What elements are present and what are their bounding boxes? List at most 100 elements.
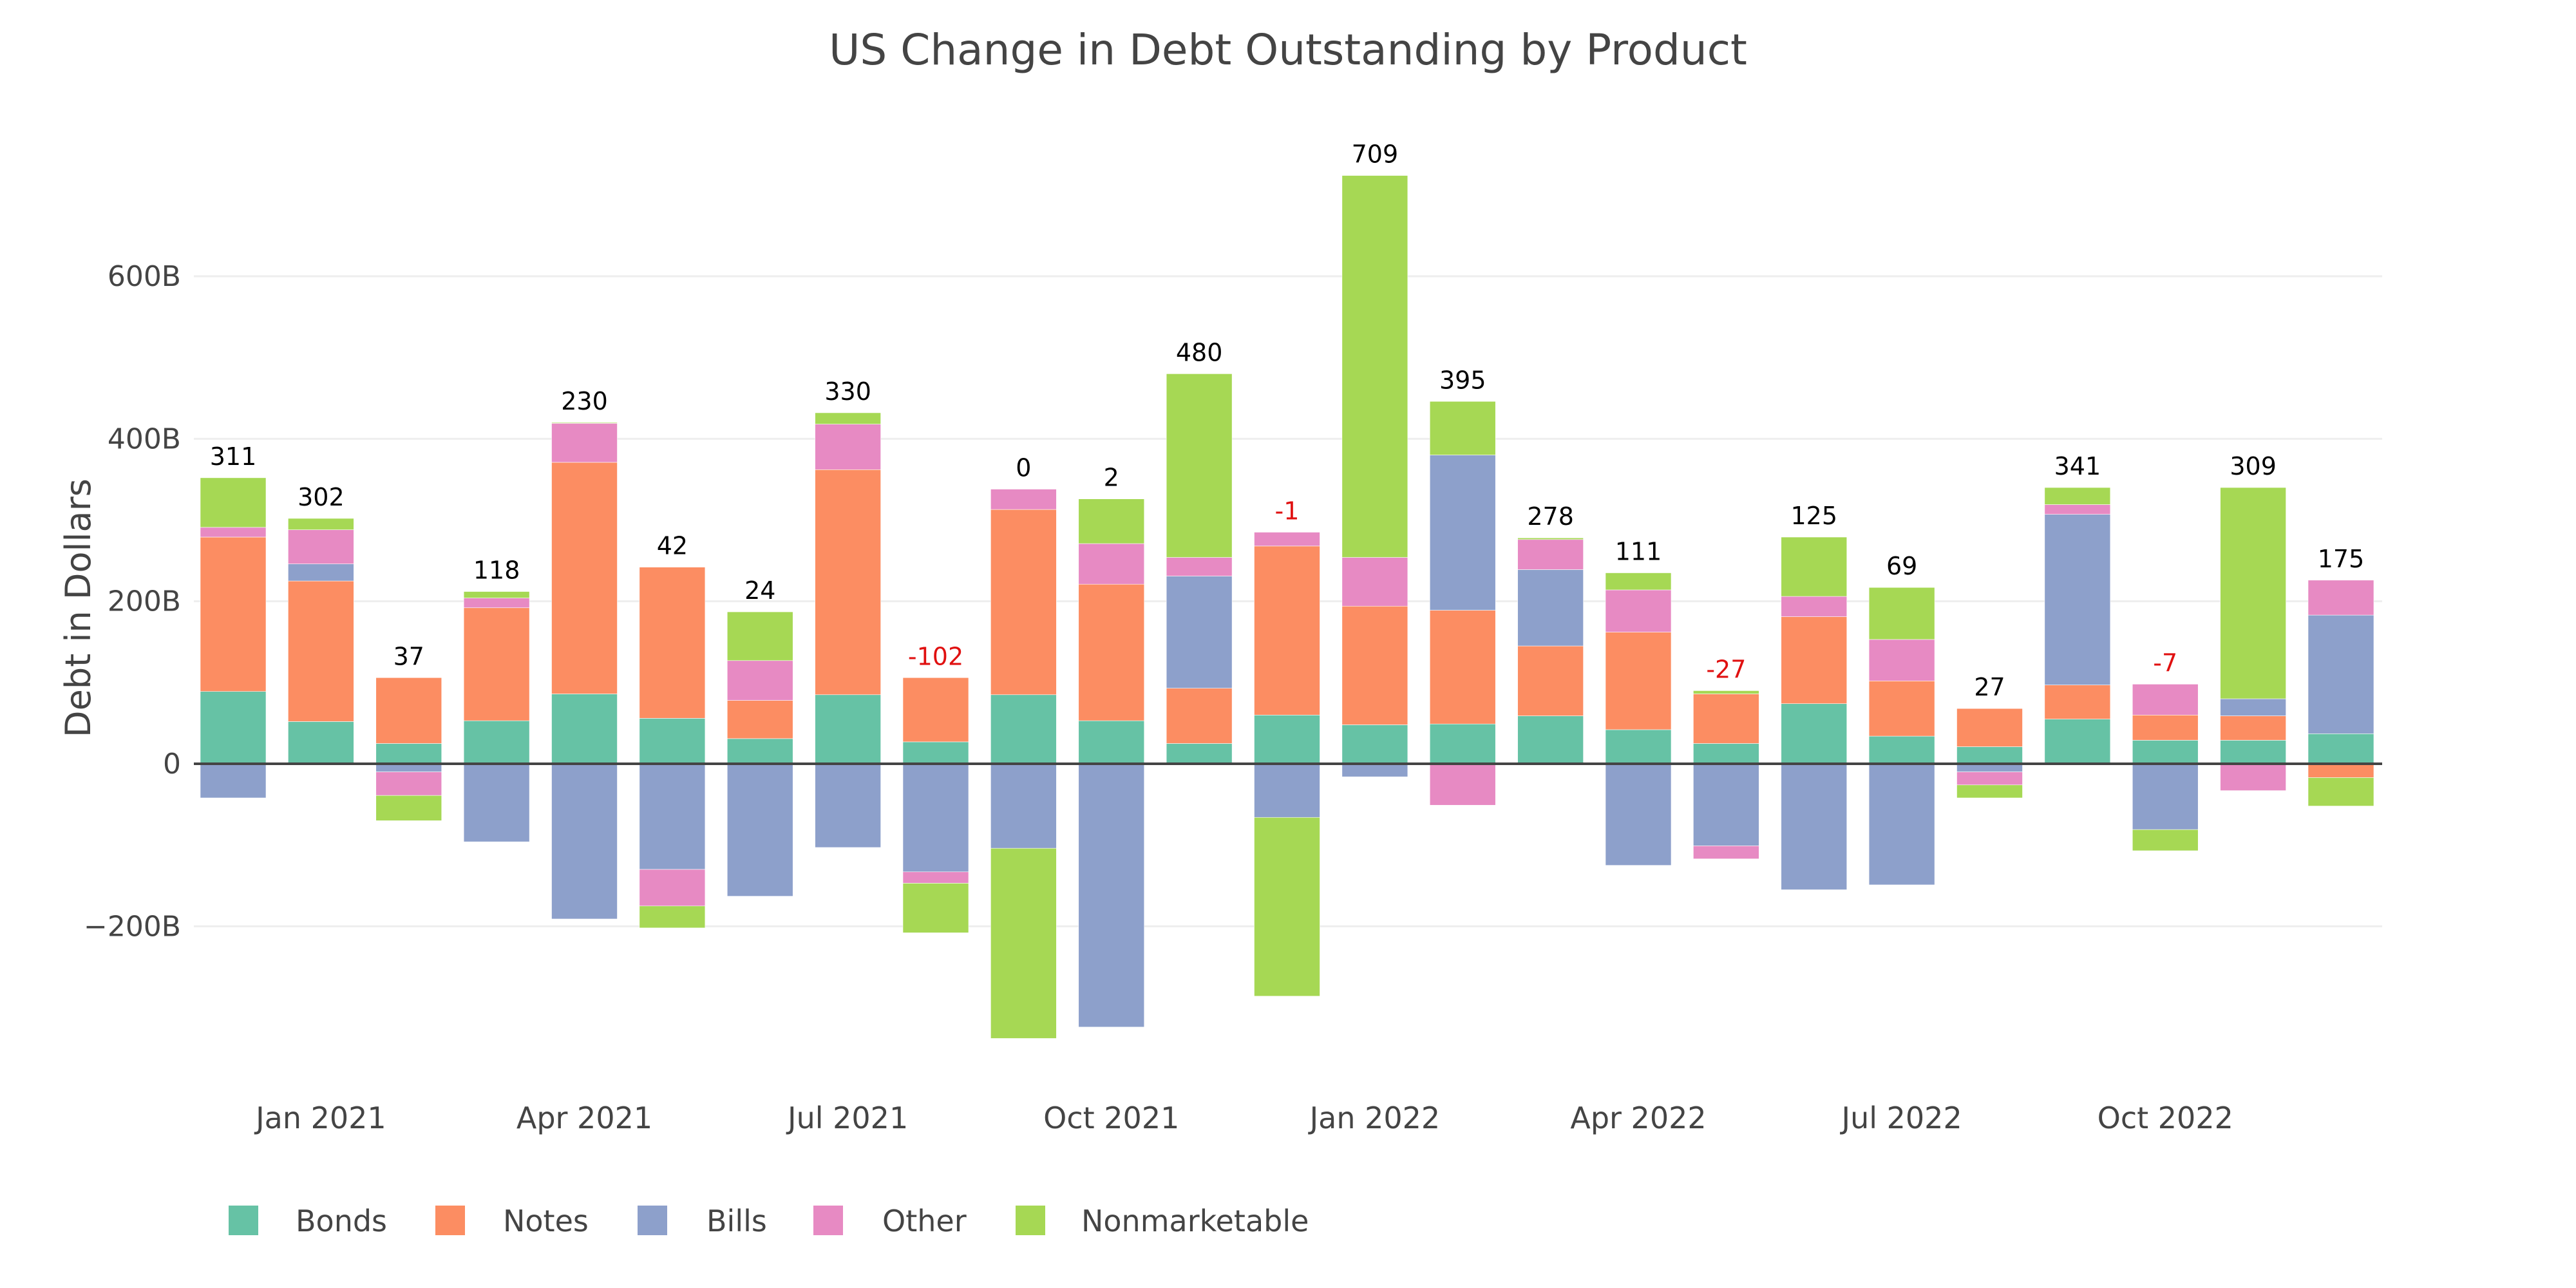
bar-segment-other: [288, 529, 354, 564]
bar-segment-other: [1078, 543, 1145, 585]
total-label: 2: [1104, 464, 1119, 492]
x-tick-label: Jul 2021: [786, 1101, 908, 1135]
bar-segment-notes: [902, 677, 969, 743]
bar-segment-other: [1429, 763, 1496, 806]
bar-segment-nonmarketable: [1078, 498, 1145, 544]
total-label: 175: [2318, 545, 2365, 573]
bar-segment-notes: [288, 580, 354, 722]
legend-swatch: [229, 1206, 258, 1235]
legend-item-bonds[interactable]: Bonds: [229, 1204, 387, 1238]
bar-segment-other: [1605, 589, 1672, 632]
bar-segment-other: [2220, 763, 2286, 791]
bar-segment-nonmarketable: [815, 412, 881, 424]
bar-segment-notes: [1429, 610, 1496, 724]
bar-segment-nonmarketable: [551, 422, 618, 424]
x-tick-label: Apr 2021: [516, 1101, 652, 1135]
bar-segment-nonmarketable: [902, 883, 969, 933]
legend-swatch: [813, 1206, 843, 1235]
bar-segment-bills: [551, 763, 618, 920]
total-label: 395: [1439, 366, 1486, 394]
bar-segment-bills: [1254, 763, 1320, 818]
bar-segment-other: [639, 869, 706, 907]
bar-segment-bills: [1078, 763, 1145, 1028]
bar-segment-nonmarketable: [2132, 829, 2199, 851]
x-tick-label: Jul 2022: [1840, 1101, 1962, 1135]
bar-segment-other: [2307, 580, 2374, 616]
x-tick-label: Oct 2022: [2098, 1101, 2233, 1135]
bar-segment-bills: [200, 763, 267, 799]
bar-segment-bills: [990, 763, 1057, 849]
total-label: 27: [1974, 673, 2005, 701]
bar-segment-bills: [288, 564, 354, 582]
bar-segment-other: [200, 527, 267, 538]
bar-segment-notes: [1605, 632, 1672, 730]
bar-segment-bills: [2132, 763, 2199, 830]
y-tick-label: −200B: [84, 910, 181, 943]
bar-segment-bonds: [288, 721, 354, 764]
bars: [200, 175, 2374, 1039]
legend-item-nonmarketable[interactable]: Nonmarketable: [1016, 1204, 1309, 1238]
bar-segment-bills: [2044, 514, 2111, 685]
bar-segment-other: [2132, 684, 2199, 715]
bar-segment-notes: [815, 469, 881, 696]
x-axis-ticks: Jan 2021 Apr 2021 Jul 2021 Oct 2021 Jan 2022…: [254, 1101, 2233, 1135]
bar-segment-bills: [2307, 614, 2374, 734]
bar-segment-notes: [1693, 694, 1759, 744]
bar-segment-notes: [1956, 708, 2023, 747]
legend-label: Bills: [706, 1204, 767, 1238]
bar-segment-nonmarketable: [1517, 537, 1584, 540]
bar-segment-bills: [1868, 763, 1935, 886]
bar-segment-bonds: [2044, 719, 2111, 764]
bar-segment-bills: [1341, 763, 1408, 777]
total-label: 302: [298, 483, 345, 511]
bar-segment-bonds: [1517, 715, 1584, 764]
bar-segment-other: [1956, 772, 2023, 786]
legend-label: Nonmarketable: [1081, 1204, 1309, 1238]
bar-segment-bonds: [1341, 724, 1408, 764]
bar-segment-other: [375, 772, 442, 796]
bar-segment-bonds: [463, 720, 530, 764]
total-label: 118: [473, 556, 520, 585]
bar-segment-notes: [1868, 681, 1935, 737]
total-label: 278: [1527, 502, 1574, 531]
bar-segment-nonmarketable: [1693, 690, 1759, 694]
bar-segment-bonds: [902, 741, 969, 764]
chart-title: US Change in Debt Outstanding by Product: [829, 25, 1747, 75]
x-tick-label: Oct 2021: [1043, 1101, 1179, 1135]
bar-segment-bonds: [375, 743, 442, 764]
bar-segment-bonds: [2220, 740, 2286, 764]
bar-segment-bills: [902, 763, 969, 873]
bar-segment-notes: [2132, 714, 2199, 741]
bar-segment-notes: [1781, 616, 1848, 704]
legend-item-notes[interactable]: Notes: [435, 1204, 589, 1238]
bar-segment-bills: [463, 763, 530, 842]
total-label: 69: [1886, 552, 1917, 580]
total-labels: 311 302 37 118 230 42 24 330 -102 0 2 480 -1 709 395 27…: [210, 140, 2365, 702]
bar-segment-bonds: [1781, 703, 1848, 764]
bar-segment-notes: [2307, 763, 2374, 778]
bar-segment-notes: [726, 700, 793, 739]
legend-label: Notes: [503, 1204, 589, 1238]
total-label: 24: [744, 576, 775, 605]
y-tick-label: 600B: [108, 260, 181, 293]
bar-segment-bonds: [1078, 720, 1145, 764]
legend-swatch: [435, 1206, 465, 1235]
y-tick-label: 0: [163, 748, 181, 781]
bar-segment-bonds: [1605, 729, 1672, 764]
x-tick-label: Jan 2021: [254, 1101, 386, 1135]
total-label: 341: [2054, 452, 2101, 480]
bar-segment-other: [551, 423, 618, 463]
bar-segment-nonmarketable: [1254, 817, 1320, 997]
bar-segment-nonmarketable: [1429, 401, 1496, 455]
bar-segment-notes: [1254, 545, 1320, 715]
total-label: -27: [1706, 655, 1746, 683]
bar-segment-other: [1868, 639, 1935, 681]
total-label: 37: [393, 642, 424, 670]
bar-segment-notes: [375, 677, 442, 744]
bar-segment-other: [1341, 557, 1408, 607]
legend-item-bills[interactable]: Bills: [638, 1204, 767, 1238]
bar-segment-nonmarketable: [1341, 175, 1408, 558]
legend-item-other[interactable]: Other: [813, 1204, 967, 1238]
